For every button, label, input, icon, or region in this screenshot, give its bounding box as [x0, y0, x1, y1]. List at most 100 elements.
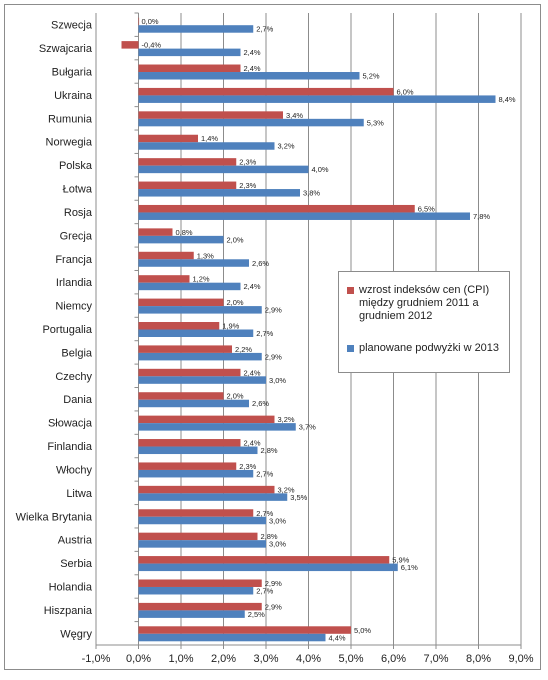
category-label: Szwajcaria: [39, 43, 93, 55]
category-label: Portugalia: [42, 324, 92, 336]
data-label-raise: 7,8%: [473, 212, 490, 221]
category-label: Irlandia: [56, 277, 93, 289]
data-label-raise: 2,4%: [244, 282, 261, 291]
data-label-cpi: 3,4%: [286, 111, 303, 120]
bar-cpi: [138, 392, 224, 400]
bar-raise: [138, 212, 470, 220]
data-label-cpi: 2,3%: [239, 158, 256, 167]
legend-label-raises: planowane podwyżki w 2013: [359, 342, 500, 354]
data-label-raise: 2,7%: [256, 25, 273, 34]
x-tick-label: 9,0%: [508, 653, 533, 665]
data-label-cpi: 2,7%: [256, 509, 273, 518]
category-label: Serbia: [60, 558, 93, 570]
category-label: Finlandia: [47, 441, 93, 453]
bar-cpi: [138, 322, 220, 330]
bar-cpi: [138, 602, 262, 611]
data-label-cpi: 2,4%: [244, 64, 261, 73]
data-label-cpi: 1,2%: [193, 275, 210, 284]
category-label: Norwegia: [46, 137, 93, 149]
data-label-raise: 2,7%: [256, 586, 273, 595]
bar-raise: [138, 142, 275, 150]
category-label: Szwecja: [51, 20, 93, 32]
data-label-raise: 3,8%: [303, 189, 320, 198]
legend-item-cpi: wzrost indeksów cen (CPI) między grudnie…: [347, 284, 504, 323]
bar-cpi: [138, 64, 241, 73]
bar-cpi: [138, 345, 232, 353]
bar-raise: [138, 95, 496, 103]
bar-raise: [138, 540, 266, 548]
data-label-cpi: 2,3%: [239, 462, 256, 471]
category-label: Ukraina: [54, 90, 93, 102]
x-tick-label: 3,0%: [253, 653, 278, 665]
bar-cpi: [138, 532, 258, 541]
data-label-raise: 2,7%: [256, 329, 273, 338]
bar-cpi: [138, 134, 198, 143]
bar-cpi: [138, 462, 237, 470]
data-label-raise: 2,6%: [252, 399, 269, 408]
bar-cpi: [138, 509, 254, 517]
x-tick-label: 7,0%: [423, 653, 448, 665]
bar-raise: [138, 165, 309, 174]
bar-cpi: [138, 228, 173, 236]
bar-raise: [138, 48, 241, 57]
bar-raise: [138, 469, 254, 478]
x-tick-label: -1,0%: [82, 653, 111, 665]
data-label-cpi: -0,4%: [142, 41, 162, 50]
data-label-cpi: 6,0%: [397, 87, 414, 96]
bar-cpi: [138, 556, 390, 564]
bar-cpi: [121, 41, 139, 49]
data-label-cpi: 2,4%: [244, 439, 261, 448]
data-label-raise: 3,0%: [269, 516, 286, 525]
data-label-cpi: 0,0%: [142, 17, 159, 26]
category-label: Polska: [59, 160, 93, 172]
bar-raise: [138, 423, 296, 431]
data-label-cpi: 2,0%: [227, 392, 244, 401]
category-label: Bułgaria: [52, 67, 93, 79]
data-label-cpi: 2,8%: [261, 532, 278, 541]
category-label: Holandia: [49, 581, 93, 593]
bar-cpi: [138, 17, 140, 26]
data-label-cpi: 5,0%: [354, 626, 371, 635]
bar-raise: [138, 329, 254, 337]
bar-raise: [138, 563, 398, 572]
x-tick-label: 6,0%: [381, 653, 406, 665]
category-label: Wielka Brytania: [16, 511, 93, 523]
x-tick-label: 5,0%: [338, 653, 363, 665]
legend: wzrost indeksów cen (CPI) między grudnie…: [338, 271, 510, 373]
data-label-cpi: 0,8%: [176, 228, 193, 237]
data-label-raise: 2,9%: [265, 352, 282, 361]
category-label: Litwa: [66, 488, 93, 500]
bar-raise: [138, 118, 364, 127]
bar-raise: [138, 25, 254, 33]
bar-cpi: [138, 251, 194, 260]
bar-raise: [138, 189, 300, 197]
category-label: Łotwa: [63, 184, 93, 196]
bar-cpi: [138, 87, 394, 96]
bar-raise: [138, 376, 266, 384]
data-label-raise: 3,0%: [269, 376, 286, 385]
bar-cpi: [138, 204, 415, 213]
data-label-cpi: 2,3%: [239, 181, 256, 190]
bar-cpi: [138, 368, 241, 377]
bar-raise: [138, 586, 254, 595]
data-label-cpi: 1,9%: [222, 322, 239, 331]
bar-raise: [138, 516, 266, 525]
category-label: Rosja: [64, 207, 93, 219]
bar-cpi: [138, 111, 283, 119]
data-label-cpi: 1,4%: [201, 134, 218, 143]
category-label: Dania: [63, 394, 93, 406]
data-label-cpi: 3,2%: [278, 415, 295, 424]
legend-swatch-raises: [347, 345, 354, 352]
data-label-cpi: 3,2%: [278, 485, 295, 494]
category-label: Czechy: [55, 371, 92, 383]
bar-cpi: [138, 298, 224, 307]
data-label-cpi: 2,9%: [265, 602, 282, 611]
x-tick-label: 0,0%: [126, 653, 151, 665]
data-label-cpi: 2,2%: [235, 345, 252, 354]
bar-cpi: [138, 626, 351, 634]
category-label: Francja: [55, 254, 93, 266]
data-label-raise: 2,6%: [252, 259, 269, 268]
data-label-raise: 3,7%: [299, 423, 316, 432]
bar-cpi: [138, 485, 275, 494]
bar-cpi: [138, 579, 262, 587]
